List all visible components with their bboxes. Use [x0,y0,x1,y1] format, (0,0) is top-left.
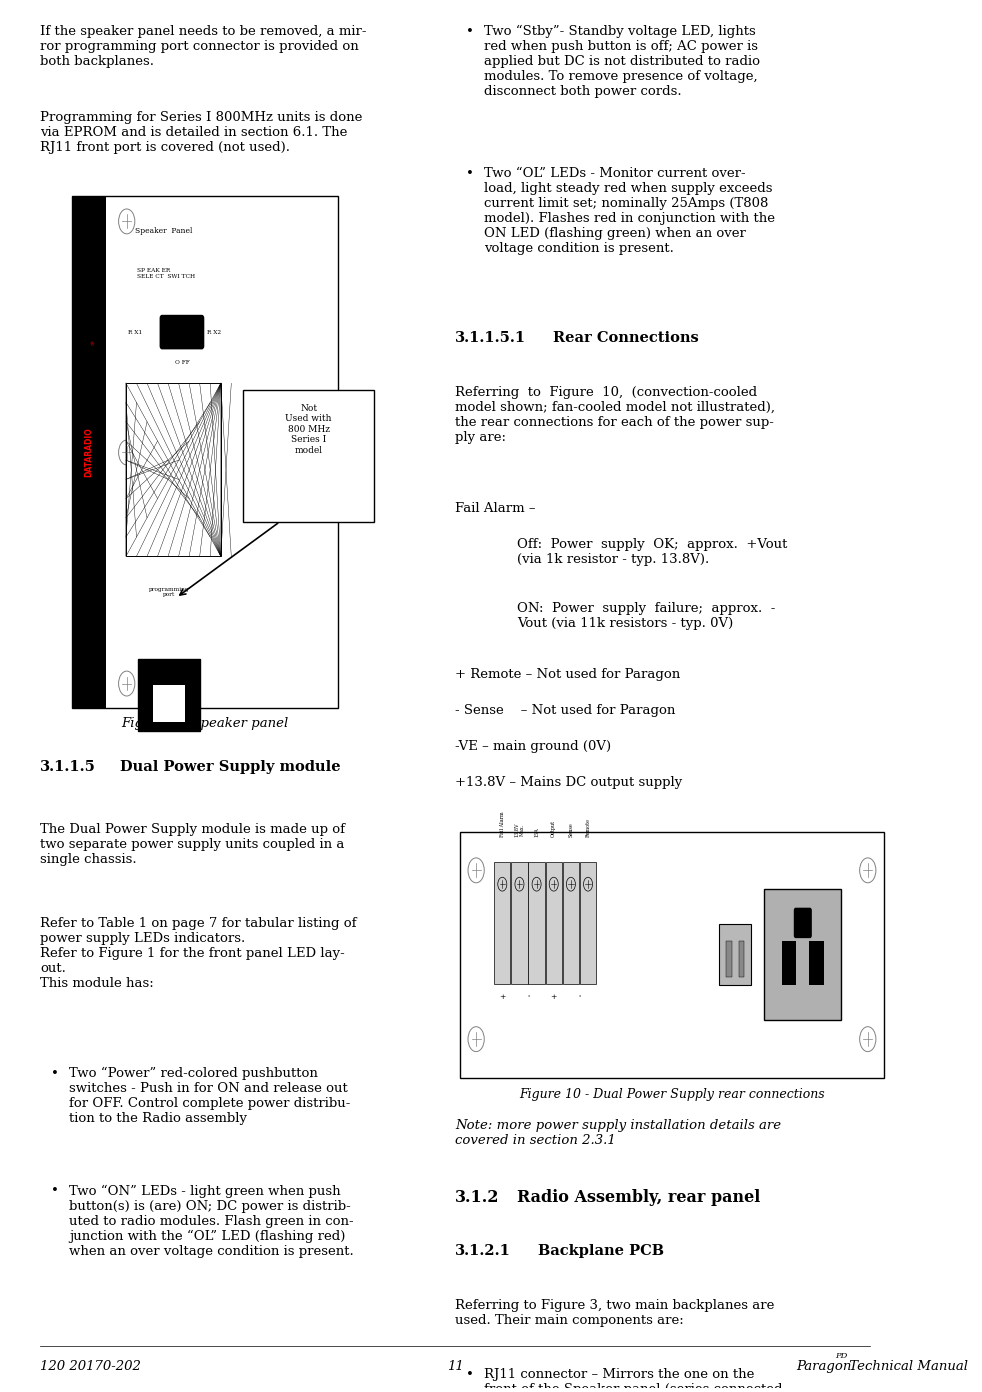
Text: SP EAK ER
SELE CT  SWI TCH: SP EAK ER SELE CT SWI TCH [136,269,195,280]
Text: R X2: R X2 [207,330,221,334]
Text: 11: 11 [447,1360,464,1373]
Bar [719,924,751,986]
Text: The Dual Power Supply module is made up of
two separate power supply units coupl: The Dual Power Supply module is made up … [40,823,346,866]
Text: +13.8V – Mains DC output supply: +13.8V – Mains DC output supply [456,777,682,789]
Bar [153,685,185,722]
Text: Referring to Figure 3, two main backplanes are
used. Their main components are:: Referring to Figure 3, two main backplan… [456,1299,775,1328]
Text: DATARADIO: DATARADIO [84,427,93,477]
Bar [138,658,199,731]
Text: Programming for Series I 800MHz units is done
via EPROM and is detailed in secti: Programming for Series I 800MHz units is… [40,111,362,153]
Text: If the speaker panel needs to be removed, a mir-
ror programming port connector : If the speaker panel needs to be removed… [40,25,366,68]
Bar [126,383,221,557]
Text: 3.1.1.5.1: 3.1.1.5.1 [456,331,526,345]
Bar [494,862,511,984]
Bar [738,941,744,977]
Text: ': ' [527,994,529,1001]
Text: Fail Alarm: Fail Alarm [500,812,505,837]
FancyBboxPatch shape [793,908,812,938]
Bar [460,831,884,1077]
Text: Sense: Sense [569,823,573,837]
Bar [244,390,374,522]
Text: Backplane PCB: Backplane PCB [538,1244,665,1258]
Text: -VE – main ground (0V): -VE – main ground (0V) [456,741,612,753]
Text: Rear Connections: Rear Connections [553,331,698,345]
Text: 3.1.2: 3.1.2 [456,1189,500,1205]
Text: R X1: R X1 [128,330,142,334]
Text: Figure 9 - Speaker panel: Figure 9 - Speaker panel [122,717,289,729]
Bar [72,196,106,709]
Text: Two “Power” red-colored pushbutton
switches - Push in for ON and release out
for: Two “Power” red-colored pushbutton switc… [69,1066,351,1125]
Text: Radio Assembly, rear panel: Radio Assembly, rear panel [517,1189,760,1205]
Text: 3.1.1.5: 3.1.1.5 [40,760,96,774]
Text: Fail Alarm –: Fail Alarm – [456,503,536,515]
Text: +: + [499,994,506,1001]
Text: Off:  Power  supply  OK;  approx.  +Vout
(via 1k resistor - typ. 13.8V).: Off: Power supply OK; approx. +Vout (via… [517,539,788,567]
Text: Remote: Remote [585,818,590,837]
Text: Technical Manual: Technical Manual [846,1360,968,1373]
Text: 13.8V
Max.: 13.8V Max. [514,823,524,837]
Text: Two “ON” LEDs - light green when push
button(s) is (are) ON; DC power is distrib: Two “ON” LEDs - light green when push bu… [69,1185,354,1258]
Bar [782,941,796,986]
Text: programming
port: programming port [148,586,190,597]
FancyBboxPatch shape [160,316,203,349]
Text: 15A: 15A [534,827,539,837]
Text: •: • [51,1066,59,1080]
Text: Not
Used with
800 MHz
Series I
model: Not Used with 800 MHz Series I model [286,404,332,455]
Text: 120 20170-202: 120 20170-202 [40,1360,141,1373]
Text: •: • [466,167,474,181]
Text: O FF: O FF [175,359,190,365]
Text: ': ' [578,994,580,1001]
Text: PD: PD [836,1352,847,1360]
Text: Note: more power supply installation details are
covered in section 2.3.1: Note: more power supply installation det… [456,1119,782,1147]
Bar [512,862,527,984]
Text: 3.1.2.1: 3.1.2.1 [456,1244,512,1258]
FancyBboxPatch shape [72,196,338,709]
Text: - Sense    – Not used for Paragon: - Sense – Not used for Paragon [456,704,676,717]
Text: +: + [551,994,557,1001]
Text: Speaker  Panel: Speaker Panel [135,227,192,235]
Bar [528,862,545,984]
Bar [726,941,732,977]
Text: Output: Output [551,820,556,837]
Text: RJ11 connector – Mirrors the one on the
front of the Speaker panel (series conne: RJ11 connector – Mirrors the one on the … [484,1368,783,1392]
Bar [764,889,842,1020]
Text: Two “Stby”- Standby voltage LED, lights
red when push button is off; AC power is: Two “Stby”- Standby voltage LED, lights … [484,25,760,99]
Text: Refer to Table 1 on page 7 for tabular listing of
power supply LEDs indicators.
: Refer to Table 1 on page 7 for tabular l… [40,917,356,990]
Text: Dual Power Supply module: Dual Power Supply module [120,760,341,774]
Bar [563,862,579,984]
Bar [809,941,824,986]
Text: + Remote – Not used for Paragon: + Remote – Not used for Paragon [456,668,681,681]
Text: •: • [466,25,474,38]
Text: ON:  Power  supply  failure;  approx.  -
Vout (via 11k resistors - typ. 0V): ON: Power supply failure; approx. - Vout… [517,601,775,631]
Text: Referring  to  Figure  10,  (convection-cooled
model shown; fan-cooled model not: Referring to Figure 10, (convection-cool… [456,386,776,444]
Bar [546,862,562,984]
Text: Paragon: Paragon [796,1360,851,1373]
Bar [580,862,596,984]
Text: Two “OL” LEDs - Monitor current over-
load, light steady red when supply exceeds: Two “OL” LEDs - Monitor current over- lo… [484,167,775,256]
Text: Figure 10 - Dual Power Supply rear connections: Figure 10 - Dual Power Supply rear conne… [519,1087,825,1101]
Text: •: • [51,1185,59,1197]
Text: ®: ® [89,342,94,347]
Text: •: • [466,1368,474,1381]
